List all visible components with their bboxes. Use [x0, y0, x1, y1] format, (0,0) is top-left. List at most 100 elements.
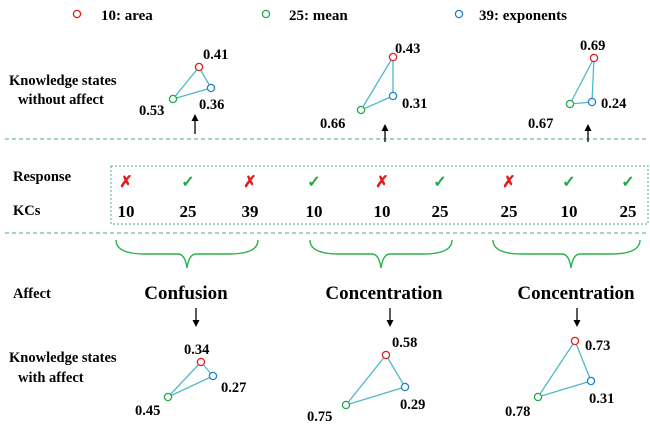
kc-label: 10 — [118, 202, 135, 221]
edge — [345, 386, 406, 406]
area-node-icon — [196, 357, 206, 367]
incorrect-mark-icon: ✗ — [119, 174, 132, 191]
legend-area-label: 10: area — [101, 8, 153, 24]
exponents-value: 0.31 — [589, 391, 614, 407]
correct-mark-icon: ✓ — [562, 174, 575, 191]
exponents-value: 0.36 — [199, 97, 224, 113]
mean-node-icon — [163, 392, 173, 402]
kc-row: 10 25 39 10 10 25 25 10 25 — [118, 202, 637, 221]
area-node-icon — [388, 52, 398, 62]
exponents-node-icon — [208, 371, 218, 381]
incorrect-mark-icon: ✗ — [502, 174, 515, 191]
down-arrow-icon — [192, 308, 200, 327]
exponents-value: 0.31 — [402, 96, 427, 112]
area-node-icon — [194, 62, 204, 72]
area-value: 0.58 — [392, 335, 417, 351]
edge — [360, 95, 394, 111]
exponents-node-icon — [586, 376, 596, 386]
response-label: Response — [13, 169, 72, 185]
area-node-icon — [381, 350, 391, 360]
mean-value: 0.67 — [528, 116, 553, 132]
edge — [574, 340, 592, 382]
without-affect-label-line1: Knowledge states — [9, 73, 117, 89]
legend-exponents-label: 39: exponents — [479, 8, 567, 24]
correct-mark-icon: ✓ — [621, 174, 634, 191]
edge — [537, 380, 592, 398]
kc-label: 39 — [242, 202, 259, 221]
legend-mean-label: 25: mean — [289, 8, 348, 24]
exponents-value: 0.29 — [400, 397, 425, 413]
legend: 10: area 25: mean 39: exponents — [72, 8, 567, 24]
up-arrow-icon — [381, 124, 389, 142]
exponents-value: 0.27 — [221, 380, 246, 396]
kc-label: 25 — [501, 202, 518, 221]
top-state-3: 0.69 0.67 0.24 — [528, 38, 626, 132]
affect-label: Affect — [13, 286, 51, 302]
edge — [360, 56, 394, 111]
correct-mark-icon: ✓ — [181, 174, 194, 191]
mean-value: 0.78 — [505, 404, 530, 420]
edge — [172, 87, 212, 100]
up-arrows — [191, 114, 592, 142]
bottom-state-1: 0.34 0.45 0.27 — [135, 342, 246, 419]
up-arrow-icon — [191, 114, 199, 134]
affect-label-3: Concentration — [517, 283, 635, 304]
bottom-state-3: 0.73 0.78 0.31 — [505, 336, 614, 420]
edge — [172, 66, 200, 100]
exponents-node-icon — [206, 83, 216, 93]
kc-label: 25 — [180, 202, 197, 221]
area-node-icon — [570, 336, 580, 346]
exponents-node-icon — [587, 97, 597, 107]
with-affect-label-line1: Knowledge states — [9, 350, 117, 366]
brace-icon — [115, 239, 259, 269]
edge — [537, 340, 576, 398]
area-value: 0.73 — [585, 338, 610, 354]
correct-mark-icon: ✓ — [433, 174, 446, 191]
edge — [591, 57, 595, 103]
exponents-value: 0.24 — [601, 96, 626, 112]
top-state-2: 0.43 0.66 0.31 — [320, 41, 427, 132]
mean-value: 0.66 — [320, 116, 345, 132]
mean-node-icon — [168, 94, 178, 104]
affect-label-1: Confusion — [144, 283, 228, 304]
area-value: 0.34 — [184, 342, 209, 358]
area-value: 0.69 — [580, 38, 605, 54]
down-arrow-icon — [573, 308, 581, 327]
bottom-state-2: 0.58 0.75 0.29 — [307, 335, 425, 425]
kc-label: 25 — [432, 202, 449, 221]
kcs-label: KCs — [13, 203, 41, 219]
without-affect-label-line2: without affect — [18, 92, 104, 108]
down-arrows — [192, 308, 581, 327]
exponents-node-icon — [388, 91, 398, 101]
mean-node-icon — [565, 99, 575, 109]
kc-label: 10 — [561, 202, 578, 221]
edge — [167, 375, 214, 398]
exponents-node-icon — [400, 382, 410, 392]
response-box — [110, 165, 649, 225]
kc-label: 10 — [306, 202, 323, 221]
legend-exponents-icon — [454, 9, 464, 19]
area-value: 0.41 — [203, 47, 228, 63]
area-node-icon — [589, 53, 599, 63]
incorrect-mark-icon: ✗ — [243, 174, 256, 191]
response-row: ✗ ✓ ✗ ✓ ✗ ✓ ✗ ✓ ✓ — [119, 174, 634, 191]
brace-icon — [309, 239, 453, 269]
up-arrow-icon — [584, 124, 592, 142]
edge — [569, 57, 595, 105]
mean-value: 0.45 — [135, 403, 160, 419]
down-arrow-icon — [386, 308, 394, 327]
mean-node-icon — [356, 105, 366, 115]
mean-node-icon — [341, 400, 351, 410]
edge — [385, 354, 406, 388]
kc-label: 10 — [374, 202, 391, 221]
braces — [115, 239, 641, 269]
mean-value: 0.53 — [139, 103, 164, 119]
legend-mean-icon — [261, 9, 271, 19]
incorrect-mark-icon: ✗ — [375, 174, 388, 191]
edge — [345, 354, 387, 406]
mean-value: 0.75 — [307, 409, 332, 425]
legend-area-icon — [72, 9, 82, 19]
correct-mark-icon: ✓ — [307, 174, 320, 191]
top-state-1: 0.41 0.53 0.36 — [139, 47, 228, 119]
